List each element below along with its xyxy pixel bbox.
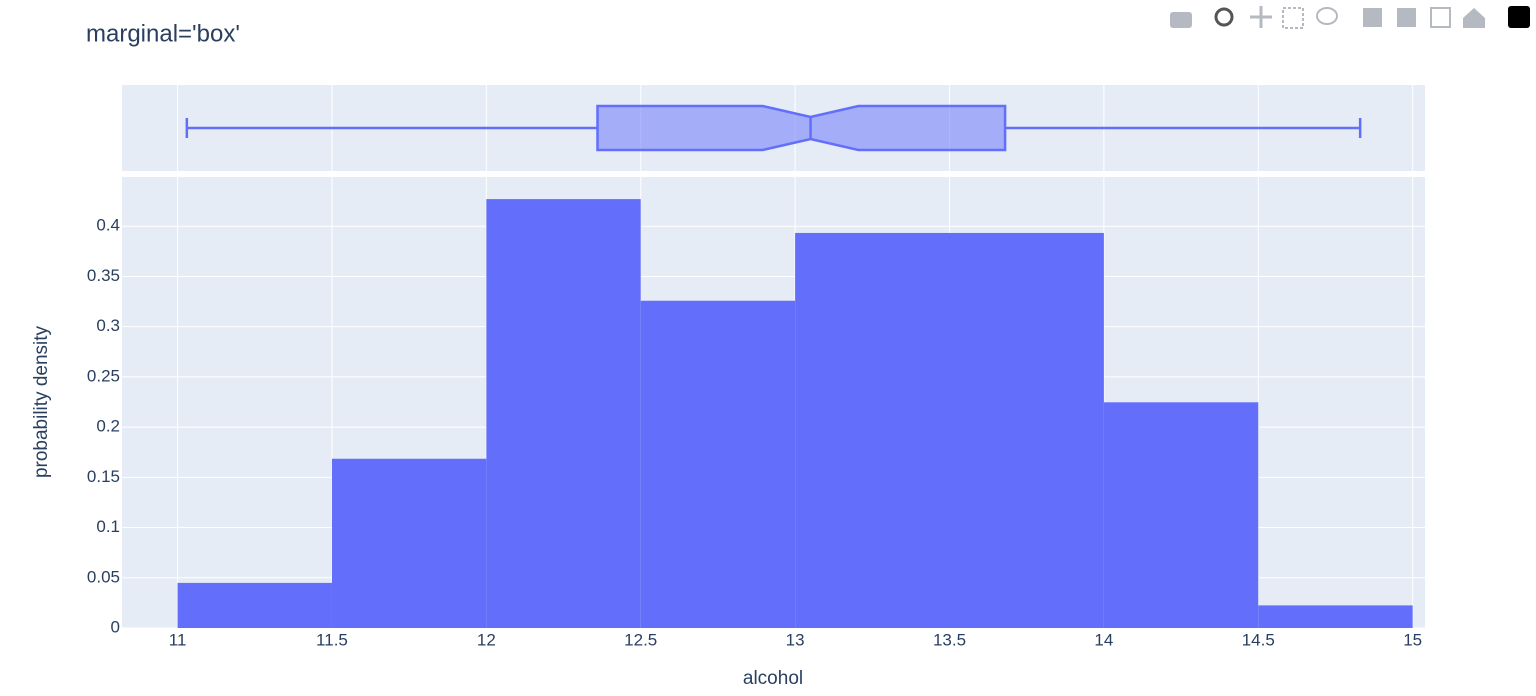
- bar: [640, 300, 796, 628]
- bar: [949, 232, 1104, 628]
- modebar-zoom-in[interactable]: [1363, 8, 1382, 27]
- marks: [177, 104, 1413, 628]
- y-tick-label: 0.4: [96, 216, 120, 235]
- bar: [1258, 605, 1413, 628]
- y-tick-label: 0.05: [87, 567, 120, 586]
- chart-title: marginal='box': [86, 20, 240, 47]
- x-tick-label: 12: [477, 630, 496, 649]
- bar: [177, 582, 332, 628]
- y-tick-label: 0.35: [87, 266, 120, 285]
- modebar-logo[interactable]: [1508, 6, 1530, 28]
- modebar-lasso[interactable]: [1316, 7, 1338, 25]
- y-tick-label: 0.1: [96, 517, 120, 536]
- modebar-home[interactable]: [1463, 8, 1485, 28]
- y-tick-label: 0: [111, 617, 120, 636]
- y-tick-label: 0.3: [96, 316, 120, 335]
- x-tick-label: 13: [786, 630, 805, 649]
- bar: [486, 199, 641, 628]
- bar: [331, 458, 487, 628]
- modebar-zoom-out[interactable]: [1397, 8, 1416, 27]
- modebar-pan[interactable]: [1250, 6, 1272, 28]
- modebar-select[interactable]: [1282, 7, 1304, 29]
- bar: [1103, 402, 1259, 628]
- x-tick-label: 14.5: [1242, 630, 1275, 649]
- x-tick-label: 12.5: [624, 630, 657, 649]
- x-tick-label: 13.5: [933, 630, 966, 649]
- box: [596, 104, 1007, 152]
- y-axis-title: probability density: [31, 325, 52, 478]
- x-tick-label: 15: [1403, 630, 1422, 649]
- modebar-camera[interactable]: [1170, 12, 1192, 28]
- x-axis-title: alcohol: [743, 668, 803, 689]
- x-tick-label: 11: [169, 630, 187, 649]
- y-tick-label: 0.2: [96, 417, 120, 436]
- bar: [795, 232, 950, 628]
- y-tick-label: 0.25: [87, 366, 120, 385]
- modebar-autoscale[interactable]: [1430, 7, 1451, 28]
- modebar: [1170, 6, 1530, 29]
- modebar-zoom[interactable]: [1214, 7, 1234, 27]
- y-tick-label: 0.15: [87, 467, 120, 486]
- x-tick-label: 14: [1094, 630, 1113, 649]
- x-tick-label: 11.5: [316, 630, 348, 649]
